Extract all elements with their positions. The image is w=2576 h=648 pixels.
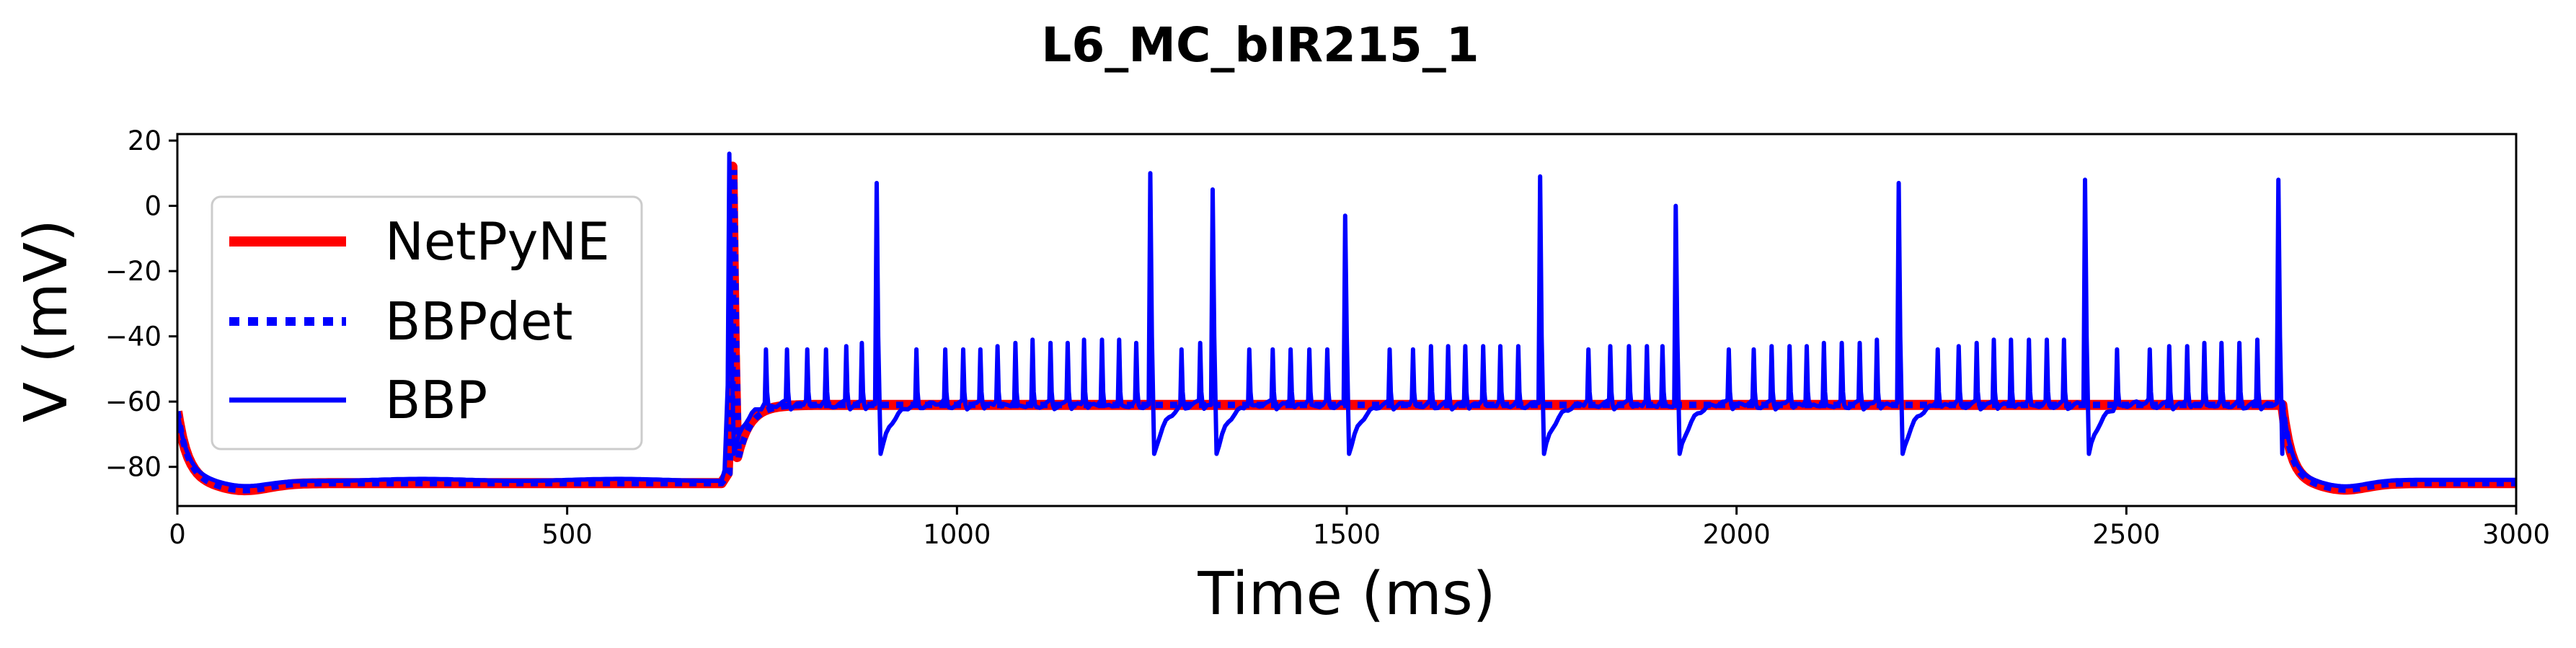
y-tick-label: 0 xyxy=(144,191,161,222)
x-axis-ticks: 0 500 1000 1500 2000 2500 3000 xyxy=(169,506,2550,550)
y-tick-label: 20 xyxy=(128,125,161,156)
series-line-bbp xyxy=(177,151,2515,489)
legend: NetPyNE BBPdet BBP xyxy=(211,195,643,451)
y-tick-label: −80 xyxy=(105,452,161,483)
plot-area xyxy=(177,151,2516,496)
x-tick-label: 2500 xyxy=(2092,519,2160,550)
x-tick-label: 1000 xyxy=(923,519,991,550)
legend-label-bbp: BBP xyxy=(385,370,487,430)
legend-label-bbpdet: BBPdet xyxy=(385,291,572,352)
x-axis-label: Time (ms) xyxy=(1197,560,1495,629)
x-tick-label: 0 xyxy=(169,519,186,550)
y-axis-label: V (mV) xyxy=(12,219,81,422)
y-tick-label: −60 xyxy=(105,386,161,417)
legend-label-netpyne: NetPyNE xyxy=(385,211,610,272)
y-tick-label: −40 xyxy=(105,321,161,352)
series-group xyxy=(177,151,2516,496)
x-tick-label: 2000 xyxy=(1703,519,1771,550)
x-tick-label: 3000 xyxy=(2482,519,2550,550)
x-tick-label: 1500 xyxy=(1313,519,1381,550)
chart-title: L6_MC_bIR215_1 xyxy=(1041,17,1479,73)
y-axis-ticks: −80 −60 −40 −20 0 20 xyxy=(105,125,177,483)
y-tick-label: −20 xyxy=(105,256,161,287)
legend-box xyxy=(211,195,643,451)
x-tick-label: 500 xyxy=(541,519,593,550)
